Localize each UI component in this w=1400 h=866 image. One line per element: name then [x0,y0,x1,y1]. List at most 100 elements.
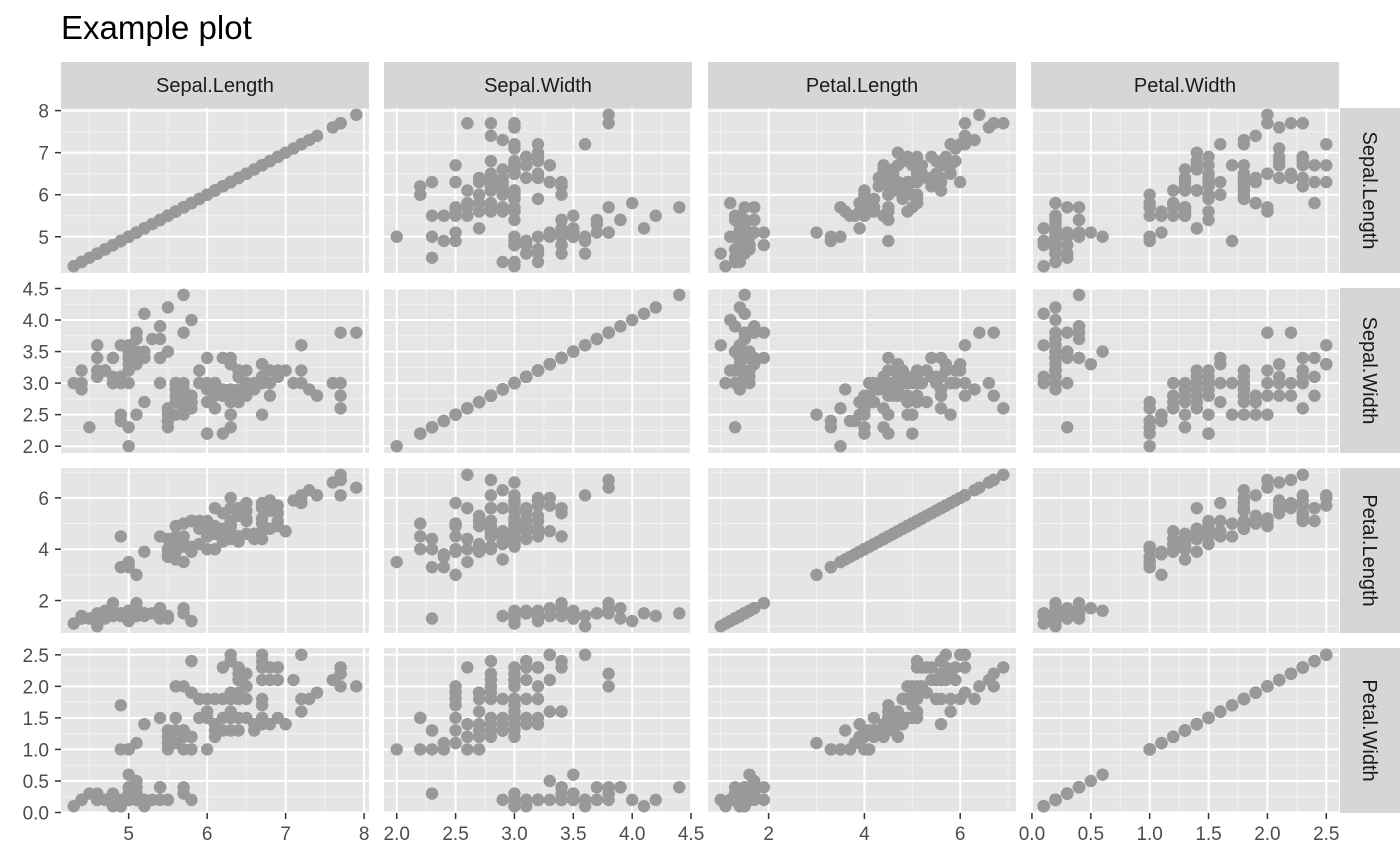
x-tick-label: 5 [123,824,134,845]
data-point [843,743,857,756]
data-point [169,680,182,693]
data-point [508,680,521,693]
data-point [1190,184,1203,197]
data-point [1261,481,1274,494]
data-point [255,648,269,662]
data-point [1214,138,1227,151]
data-point [1296,507,1309,520]
data-point [862,540,876,553]
data-point [877,421,890,434]
data-point [987,680,1000,693]
data-point [216,535,230,548]
data-point [1320,489,1333,502]
data-point [886,184,900,197]
data-point [130,781,143,794]
data-point [472,686,486,699]
data-point [75,364,88,377]
panel-background [61,288,369,453]
data-point [520,661,533,674]
panel-sepal-length-vs-petal-width [1030,108,1339,273]
data-point [414,711,427,725]
data-point [1037,222,1050,235]
x-tick-label: 2.5 [442,824,468,845]
data-point [334,489,347,502]
data-point [637,307,651,320]
data-point [200,351,214,365]
data-point [925,673,938,687]
data-point [853,222,866,235]
data-point [602,108,615,122]
data-point [1272,476,1286,489]
data-point [915,167,929,180]
data-point [177,555,190,569]
data-point [350,680,363,693]
data-point [1272,357,1286,371]
data-point [224,686,237,699]
data-point [602,680,615,693]
data-point [484,540,498,553]
data-point [1049,230,1062,243]
strip-label: Petal.Length [1358,494,1380,606]
data-point [138,307,151,320]
data-point [1320,138,1333,151]
y-tick-label: 3.0 [23,374,49,395]
data-point [531,661,545,674]
data-point [1155,226,1168,239]
data-point [949,661,962,674]
data-point [496,535,509,548]
data-point [1178,724,1192,737]
data-point [1072,213,1086,227]
data-point [925,351,938,365]
data-point [1296,468,1309,482]
data-point [567,768,580,781]
data-point [757,326,771,339]
data-point [862,724,876,737]
data-point [555,661,568,674]
data-point [169,389,182,402]
x-tick-label: 6 [955,824,966,845]
data-point [714,339,727,352]
data-point [1237,171,1251,185]
data-point [543,159,556,172]
data-point [425,175,439,189]
data-point [810,408,823,421]
data-point [472,724,486,737]
data-point [925,661,938,674]
data-point [934,402,948,415]
data-point [757,596,771,610]
data-point [625,313,639,327]
data-point [161,301,175,314]
data-point [484,389,498,402]
data-point [578,799,592,813]
data-point [122,560,135,574]
data-point [649,301,662,314]
data-point [1049,247,1062,260]
data-point [461,730,474,744]
data-point [1061,201,1074,214]
data-point [839,383,852,396]
data-point [232,504,245,517]
data-point [177,288,190,302]
data-point [925,370,938,384]
data-point [1049,217,1062,231]
data-point [334,117,347,130]
data-point [146,793,159,807]
data-point [334,389,347,402]
data-point [1308,351,1321,365]
data-point [953,175,967,189]
data-point [810,226,823,239]
data-point [1237,692,1251,706]
data-point [1084,226,1098,239]
y-tick-label: 6 [38,186,49,207]
strip-sepal-width [384,62,692,108]
data-point [461,661,474,674]
data-point [508,514,521,528]
data-point [614,781,627,794]
data-point [1190,501,1203,515]
data-point [543,609,556,623]
data-point [496,711,509,725]
data-point [91,247,104,260]
data-point [973,108,986,122]
data-point [939,159,953,172]
data-point [543,230,556,243]
